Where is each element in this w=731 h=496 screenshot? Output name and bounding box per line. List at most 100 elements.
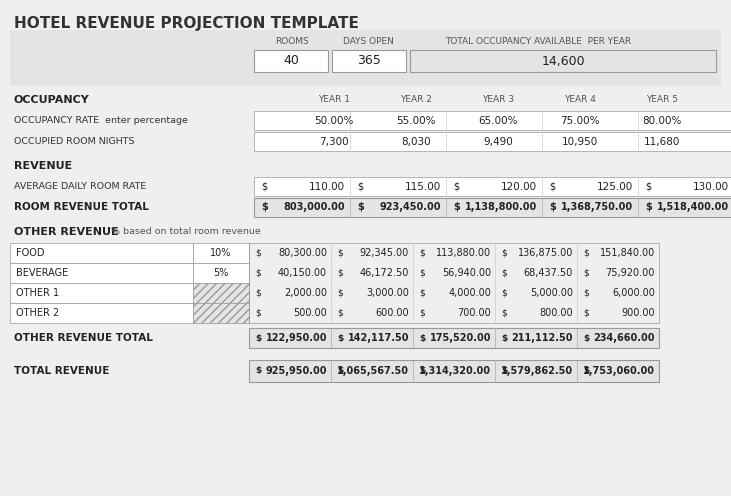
Text: 125.00: 125.00 [596,182,633,191]
Text: $: $ [453,202,460,212]
Text: 136,875.00: 136,875.00 [518,248,573,258]
Text: OTHER 1: OTHER 1 [16,288,59,298]
Text: BEVERAGE: BEVERAGE [16,268,68,278]
Text: 68,437.50: 68,437.50 [523,268,573,278]
Text: 113,880.00: 113,880.00 [436,248,491,258]
Text: 130.00: 130.00 [693,182,729,191]
Bar [10,30,721,86]
Bar [193,303,249,323]
Text: $: $ [501,248,507,257]
Text: 6,000.00: 6,000.00 [612,288,655,298]
Text: 10%: 10% [211,248,232,258]
Text: ROOMS: ROOMS [275,38,309,47]
Text: 92,345.00: 92,345.00 [360,248,409,258]
Text: $: $ [255,268,261,277]
Text: 40,150.00: 40,150.00 [278,268,327,278]
Text: $: $ [337,248,343,257]
Bar [332,50,406,72]
Text: DAYS OPEN: DAYS OPEN [343,38,393,47]
Text: $: $ [549,182,555,191]
Text: 234,660.00: 234,660.00 [594,333,655,343]
Bar [10,283,193,303]
Text: 55.00%: 55.00% [396,116,436,125]
Bar [249,243,659,323]
Text: $: $ [261,182,267,191]
Text: 1,518,400.00: 1,518,400.00 [657,202,729,212]
Text: 7,300: 7,300 [319,136,349,146]
Text: 1,314,320.00: 1,314,320.00 [419,366,491,376]
Text: AVERAGE DAILY ROOM RATE: AVERAGE DAILY ROOM RATE [14,182,146,191]
Text: OTHER 2: OTHER 2 [16,308,59,318]
Text: REVENUE: REVENUE [14,161,72,171]
Text: YEAR 4: YEAR 4 [564,95,596,104]
Text: $: $ [255,289,261,298]
Text: 75.00%: 75.00% [560,116,599,125]
Text: $: $ [583,367,589,375]
Bar [254,132,731,151]
Text: 151,840.00: 151,840.00 [599,248,655,258]
Bar [249,328,659,348]
Text: $: $ [255,309,261,317]
Text: $: $ [261,202,268,212]
Text: 5,000.00: 5,000.00 [530,288,573,298]
Text: OCCUPANCY: OCCUPANCY [14,95,90,105]
Text: 80,300.00: 80,300.00 [278,248,327,258]
Text: $: $ [419,309,425,317]
Text: 1,579,862.50: 1,579,862.50 [501,366,573,376]
Bar [193,243,249,263]
Text: $: $ [337,333,344,343]
Text: 65.00%: 65.00% [478,116,518,125]
Text: 50.00%: 50.00% [314,116,354,125]
Bar [193,263,249,283]
Text: 800.00: 800.00 [539,308,573,318]
Text: $: $ [419,333,425,343]
Bar [254,111,731,130]
Text: $: $ [337,289,343,298]
Text: $: $ [255,333,261,343]
Bar [10,263,193,283]
Text: OCCUPIED ROOM NIGHTS: OCCUPIED ROOM NIGHTS [14,137,135,146]
Text: $: $ [501,333,507,343]
Text: 211,112.50: 211,112.50 [512,333,573,343]
Text: TOTAL OCCUPANCY AVAILABLE  PER YEAR: TOTAL OCCUPANCY AVAILABLE PER YEAR [445,38,631,47]
Text: 1,065,567.50: 1,065,567.50 [337,366,409,376]
Text: OCCUPANCY RATE  enter percentage: OCCUPANCY RATE enter percentage [14,116,188,125]
Text: $: $ [255,367,261,375]
Text: HOTEL REVENUE PROJECTION TEMPLATE: HOTEL REVENUE PROJECTION TEMPLATE [14,16,359,31]
Text: 3,000.00: 3,000.00 [366,288,409,298]
Text: 8,030: 8,030 [401,136,431,146]
Text: YEAR 1: YEAR 1 [318,95,350,104]
Text: $: $ [419,289,425,298]
Text: 11,680: 11,680 [644,136,680,146]
Bar [249,360,659,382]
Text: 500.00: 500.00 [293,308,327,318]
Text: $: $ [501,268,507,277]
Text: $: $ [419,367,425,375]
Bar [254,198,731,217]
Text: $: $ [419,248,425,257]
Bar [10,303,193,323]
Text: $: $ [645,202,652,212]
Text: 1,368,750.00: 1,368,750.00 [561,202,633,212]
Text: 75,920.00: 75,920.00 [605,268,655,278]
Text: 923,450.00: 923,450.00 [379,202,441,212]
Text: $: $ [583,248,588,257]
Text: 365: 365 [357,55,381,67]
Text: $: $ [337,268,343,277]
Text: 1,138,800.00: 1,138,800.00 [465,202,537,212]
Text: 46,172.50: 46,172.50 [360,268,409,278]
Text: 2,000.00: 2,000.00 [284,288,327,298]
Text: 10,950: 10,950 [562,136,598,146]
Text: $: $ [583,289,588,298]
Text: $: $ [501,309,507,317]
Text: 56,940.00: 56,940.00 [442,268,491,278]
Text: 5%: 5% [213,268,229,278]
Bar [10,243,193,263]
Text: $: $ [549,202,556,212]
Text: $: $ [337,367,344,375]
Text: $: $ [583,333,589,343]
Text: $: $ [645,182,651,191]
Bar [254,177,731,196]
Text: 925,950.00: 925,950.00 [265,366,327,376]
Text: 115.00: 115.00 [405,182,441,191]
